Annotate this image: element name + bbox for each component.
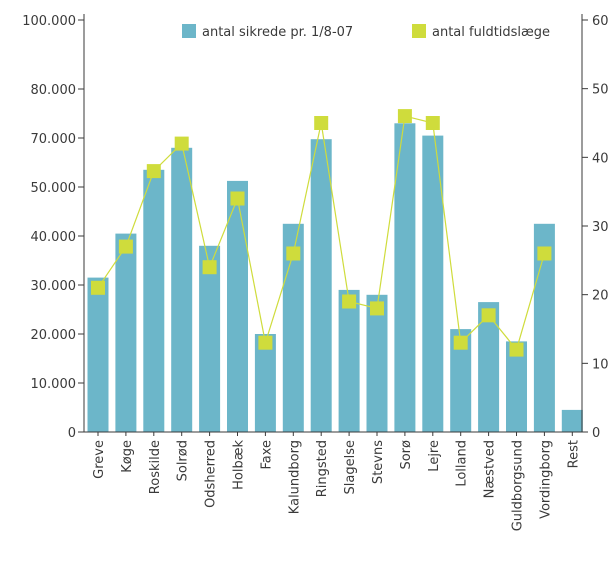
category-label: Roskilde — [148, 440, 163, 494]
bar-slagelse — [338, 289, 360, 432]
left-tick-label: 40.000 — [31, 230, 77, 245]
bar-solrød — [171, 147, 193, 433]
left-tick-label: 10.000 — [31, 377, 77, 392]
point-faxe — [258, 335, 273, 350]
point-køge — [118, 239, 133, 254]
bar-guldborgsund — [506, 341, 527, 432]
bar-sorø — [394, 123, 416, 433]
left-tick-label: 0 — [68, 426, 76, 441]
category-label: Stevns — [371, 440, 386, 484]
category-label: Holbæk — [232, 440, 247, 490]
point-slagelse — [342, 294, 357, 309]
point-vordingborg — [537, 246, 552, 261]
category-label: Lolland — [455, 440, 470, 487]
legend: antal sikrede pr. 1/8-07 antal fuldtidsl… — [182, 24, 550, 40]
point-lejre — [425, 116, 440, 130]
right-tick-label: 30 — [592, 220, 609, 235]
bar-vordingborg — [533, 223, 555, 433]
category-label: Rest — [566, 440, 581, 468]
point-greve — [91, 280, 105, 295]
bars-layer — [87, 123, 583, 433]
bar-næstved — [478, 302, 500, 432]
bar-stevns — [366, 294, 388, 432]
legend-swatch-bars — [182, 24, 196, 38]
point-odsherred — [202, 260, 217, 275]
bar-rest — [561, 409, 583, 432]
point-holbæk — [230, 191, 245, 206]
category-label: Odsherred — [204, 440, 219, 508]
right-tick-label: 0 — [592, 426, 600, 441]
bar-køge — [115, 233, 137, 432]
category-label: Slagelse — [343, 440, 358, 494]
bar-faxe — [254, 334, 276, 432]
bar-odsherred — [199, 245, 221, 432]
category-label: Køge — [120, 440, 135, 473]
category-label: Ringsted — [315, 440, 330, 497]
category-label: Sorø — [399, 440, 414, 470]
point-roskilde — [146, 164, 161, 179]
category-label: Greve — [92, 440, 107, 479]
category-label: Solrød — [176, 440, 191, 481]
right-tick-label: 50 — [592, 83, 609, 98]
category-label: Kalundborg — [287, 440, 302, 514]
category-label: Faxe — [259, 440, 274, 470]
bar-greve — [87, 277, 109, 432]
point-sorø — [397, 109, 412, 124]
legend-label-bars: antal sikrede pr. 1/8-07 — [202, 25, 353, 40]
axes-layer: 0 10.000 20.000 30.000 40.000 50.000 70.000 80.… — [22, 14, 609, 531]
bar-lolland — [450, 329, 472, 432]
category-label: Guldborgsund — [511, 440, 526, 531]
line-layer — [91, 109, 552, 357]
category-label: Vordingborg — [538, 440, 553, 519]
left-tick-label: 100.000 — [22, 14, 76, 29]
bar-ringsted — [310, 139, 332, 432]
right-tick-label: 20 — [592, 289, 609, 304]
legend-label-line: antal fuldtidslæge — [432, 25, 550, 40]
point-ringsted — [314, 116, 329, 130]
category-label: Lejre — [427, 440, 442, 472]
bar-holbæk — [227, 180, 248, 432]
point-kalundborg — [286, 246, 301, 261]
right-tick-label: 40 — [592, 151, 609, 166]
left-tick-label: 70.000 — [31, 132, 77, 147]
left-tick-label: 80.000 — [31, 83, 77, 98]
left-tick-label: 30.000 — [31, 279, 77, 294]
point-solrød — [174, 136, 189, 151]
right-tick-label: 60 — [592, 14, 609, 29]
point-stevns — [370, 301, 384, 316]
legend-swatch-line — [412, 24, 426, 38]
left-tick-label: 50.000 — [31, 181, 77, 196]
bar-lejre — [422, 135, 444, 432]
category-label: Næstved — [483, 440, 498, 498]
bar-kalundborg — [282, 223, 304, 433]
point-næstved — [481, 308, 496, 323]
left-tick-label: 20.000 — [31, 328, 77, 343]
bar-roskilde — [143, 169, 165, 432]
point-guldborgsund — [509, 342, 524, 357]
right-tick-label: 10 — [592, 357, 609, 372]
point-lolland — [453, 335, 468, 350]
